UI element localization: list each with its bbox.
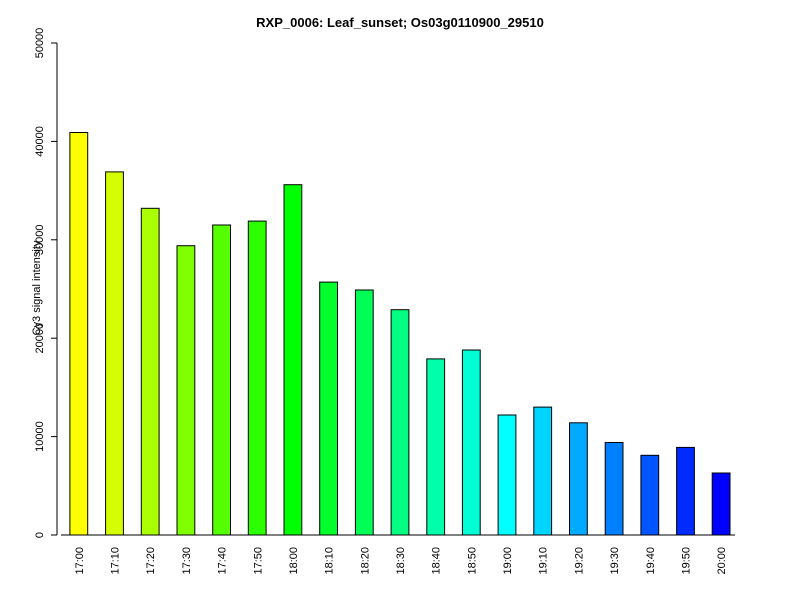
bar-1800 bbox=[283, 184, 303, 536]
x-tick-label: 19:10 bbox=[538, 547, 550, 575]
bar-1810 bbox=[319, 281, 339, 536]
x-tick-label: 18:40 bbox=[431, 547, 443, 575]
x-tick-label: 18:10 bbox=[324, 547, 336, 575]
chart-title: RXP_0006: Leaf_sunset; Os03g0110900_2951… bbox=[256, 15, 544, 30]
bar-1710 bbox=[105, 171, 124, 536]
bar-1730 bbox=[176, 245, 196, 536]
x-tick-label: 19:20 bbox=[573, 547, 585, 575]
y-tick-label: 30000 bbox=[34, 225, 46, 256]
bar-1930 bbox=[604, 442, 624, 536]
bar-1940 bbox=[640, 454, 660, 536]
y-axis-label: Cy3 signal intensity bbox=[31, 240, 43, 335]
x-tick-label: 19:40 bbox=[645, 547, 657, 575]
bar-1840 bbox=[426, 358, 446, 536]
y-tick-label: 20000 bbox=[34, 323, 46, 354]
x-tick-label: 17:40 bbox=[217, 547, 229, 575]
x-tick-label: 18:20 bbox=[359, 547, 371, 575]
x-tick-label: 18:30 bbox=[395, 547, 407, 575]
bar-1700 bbox=[69, 132, 89, 536]
bar-1910 bbox=[533, 406, 553, 536]
bar-1740 bbox=[212, 224, 231, 536]
x-tick-label: 19:30 bbox=[609, 547, 621, 575]
y-tick-label: 40000 bbox=[34, 126, 46, 157]
x-tick-label: 17:20 bbox=[145, 547, 157, 575]
x-tick-label: 18:00 bbox=[288, 547, 300, 575]
bar-1950 bbox=[676, 446, 695, 536]
x-tick-label: 17:50 bbox=[252, 547, 264, 575]
x-tick-label: 20:00 bbox=[716, 547, 728, 575]
y-axis: 0 10000 20000 30000 40000 50000 bbox=[34, 28, 58, 538]
x-tick-label: 17:00 bbox=[74, 547, 86, 575]
x-tick-label: 18:50 bbox=[466, 547, 478, 575]
bar-2000 bbox=[711, 472, 731, 536]
bars bbox=[69, 132, 731, 536]
bar-1750 bbox=[247, 220, 267, 536]
x-axis-labels: 17:00 17:10 17:20 17:30 17:40 17:50 18:00 18:10… bbox=[74, 547, 728, 575]
y-tick-label: 10000 bbox=[34, 421, 46, 452]
x-tick-label: 17:10 bbox=[110, 547, 122, 575]
x-tick-label: 19:50 bbox=[681, 547, 693, 575]
y-tick-label: 50000 bbox=[34, 28, 46, 59]
bar-1820 bbox=[354, 289, 374, 536]
x-tick-label: 19:00 bbox=[502, 547, 514, 575]
bar-1850 bbox=[461, 349, 481, 536]
x-tick-label: 17:30 bbox=[181, 547, 193, 575]
bar-1830 bbox=[390, 309, 410, 536]
y-tick-label: 0 bbox=[34, 532, 46, 538]
bar-1720 bbox=[140, 207, 160, 536]
bar-1900 bbox=[497, 414, 517, 536]
bar-1920 bbox=[569, 422, 588, 536]
